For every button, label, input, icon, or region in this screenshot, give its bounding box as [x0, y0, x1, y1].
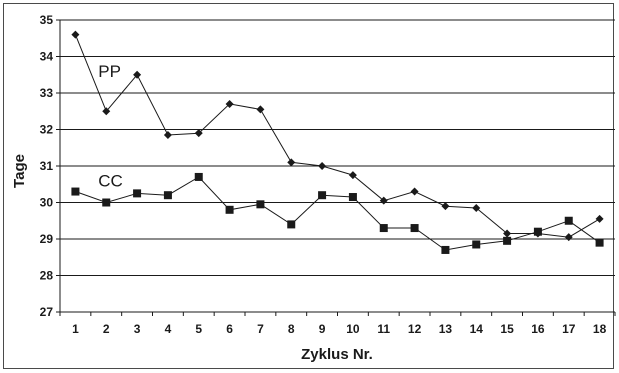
point-pp-3	[133, 70, 142, 79]
series-labels: PP CC	[98, 62, 123, 191]
y-tick-label-35: 35	[40, 13, 54, 27]
point-pp-5	[194, 129, 203, 138]
series-lines	[74, 34, 600, 251]
x-tick-label-10: 10	[346, 322, 360, 336]
axes	[56, 19, 616, 316]
x-tick-label-12: 12	[408, 322, 422, 336]
x-tick-label-5: 5	[195, 322, 202, 336]
point-cc-5	[194, 172, 203, 181]
x-tick-label-1: 1	[72, 322, 79, 336]
point-pp-6	[225, 99, 234, 108]
x-axis-title: Zyklus Nr.	[301, 346, 373, 363]
x-tick-label-15: 15	[500, 322, 514, 336]
point-cc-3	[133, 189, 142, 198]
series-label-pp: PP	[98, 62, 121, 81]
chart-frame	[3, 3, 614, 369]
series-line-pp	[74, 34, 600, 238]
point-pp-11	[379, 196, 388, 205]
point-pp-9	[318, 162, 327, 170]
point-pp-18	[595, 214, 604, 223]
point-pp-10	[348, 171, 357, 180]
y-tick-label-28: 28	[40, 269, 54, 283]
point-cc-16	[533, 227, 542, 236]
point-cc-1	[71, 187, 80, 196]
x-tick-label-6: 6	[226, 322, 233, 336]
point-cc-14	[472, 240, 481, 249]
point-pp-13	[441, 202, 450, 211]
point-cc-6	[225, 205, 234, 214]
x-tick-label-2: 2	[103, 322, 110, 336]
y-tick-label-34: 34	[40, 50, 54, 64]
x-tick-label-14: 14	[470, 322, 484, 336]
series-markers	[71, 30, 604, 254]
series-line-cc	[75, 176, 600, 251]
point-cc-12	[410, 224, 419, 233]
y-tick-label-30: 30	[40, 196, 54, 210]
y-tick-label-33: 33	[40, 86, 54, 100]
point-cc-15	[503, 236, 512, 245]
point-pp-14	[472, 203, 481, 212]
x-tick-label-11: 11	[377, 322, 390, 336]
point-pp-1	[71, 30, 80, 39]
point-pp-17	[564, 233, 573, 242]
point-cc-17	[564, 216, 573, 225]
point-cc-9	[318, 191, 327, 200]
point-cc-2	[102, 198, 111, 207]
x-tick-label-3: 3	[134, 322, 141, 336]
series-label-cc: CC	[98, 172, 123, 191]
point-cc-11	[379, 224, 388, 233]
x-tick-label-18: 18	[593, 322, 607, 336]
x-tick-label-8: 8	[288, 322, 295, 336]
x-tick-label-7: 7	[257, 322, 264, 336]
y-tick-label-29: 29	[40, 232, 54, 246]
x-tick-label-17: 17	[562, 322, 576, 336]
y-tick-label-31: 31	[40, 159, 54, 173]
point-cc-8	[287, 220, 296, 229]
point-pp-7	[256, 105, 265, 114]
point-cc-10	[348, 193, 357, 202]
y-tick-label-27: 27	[40, 305, 54, 319]
point-pp-4	[163, 130, 172, 139]
x-tick-label-4: 4	[165, 322, 172, 336]
point-cc-7	[256, 200, 265, 209]
x-tick-label-13: 13	[439, 322, 453, 336]
x-tick-labels: 1 2 3 4 5 6 7 8 9 10 11 12 13 14 15 16 17 18	[72, 322, 607, 336]
y-tick-labels: 27 28 29 30 31 32 33 34 35	[40, 13, 54, 319]
y-tick-label-32: 32	[40, 123, 54, 137]
point-pp-15	[503, 229, 512, 238]
y-axis-title: Tage	[11, 154, 28, 188]
point-cc-4	[163, 191, 172, 200]
point-pp-12	[410, 187, 419, 196]
gridlines	[60, 19, 615, 276]
point-cc-18	[595, 238, 604, 247]
x-tick-label-9: 9	[319, 322, 326, 336]
x-tick-label-16: 16	[531, 322, 545, 336]
point-pp-2	[102, 107, 111, 116]
point-cc-13	[441, 245, 450, 254]
point-pp-8	[287, 158, 296, 167]
